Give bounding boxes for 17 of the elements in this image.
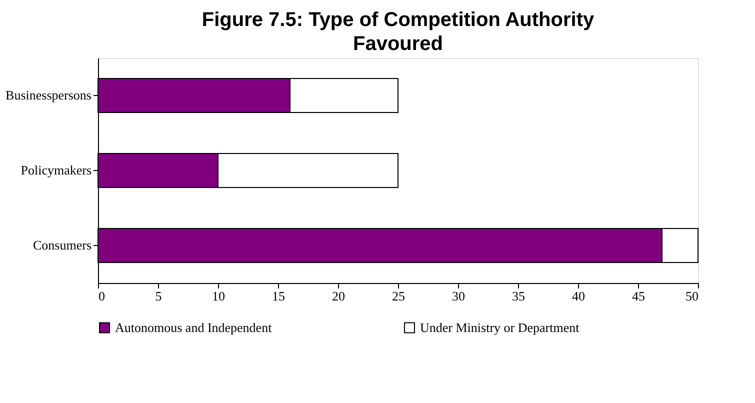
x-tick-label: 20 — [332, 288, 345, 304]
x-tick-label: 0 — [98, 288, 105, 304]
legend-label: Under Ministry or Department — [420, 320, 580, 335]
chart-title: Figure 7.5: Type of Competition Authority Favoured — [202, 9, 595, 55]
x-tick-label: 40 — [572, 288, 585, 304]
x-tick-label: 10 — [212, 288, 225, 304]
x-tick-label: 15 — [272, 288, 285, 304]
x-tick-label: 5 — [155, 288, 162, 304]
legend-label: Autonomous and Independent — [115, 320, 272, 335]
y-tick-label: Businesspersons — [6, 88, 92, 102]
x-tick-label: 50 — [686, 288, 698, 304]
x-tick-label: 30 — [452, 288, 465, 304]
x-tick-label: 25 — [392, 288, 405, 304]
x-tick-label: 45 — [632, 288, 645, 304]
y-tick-label: Consumers — [33, 238, 92, 252]
y-tick-label: Policymakers — [20, 162, 92, 178]
x-tick-label: 35 — [512, 288, 525, 304]
